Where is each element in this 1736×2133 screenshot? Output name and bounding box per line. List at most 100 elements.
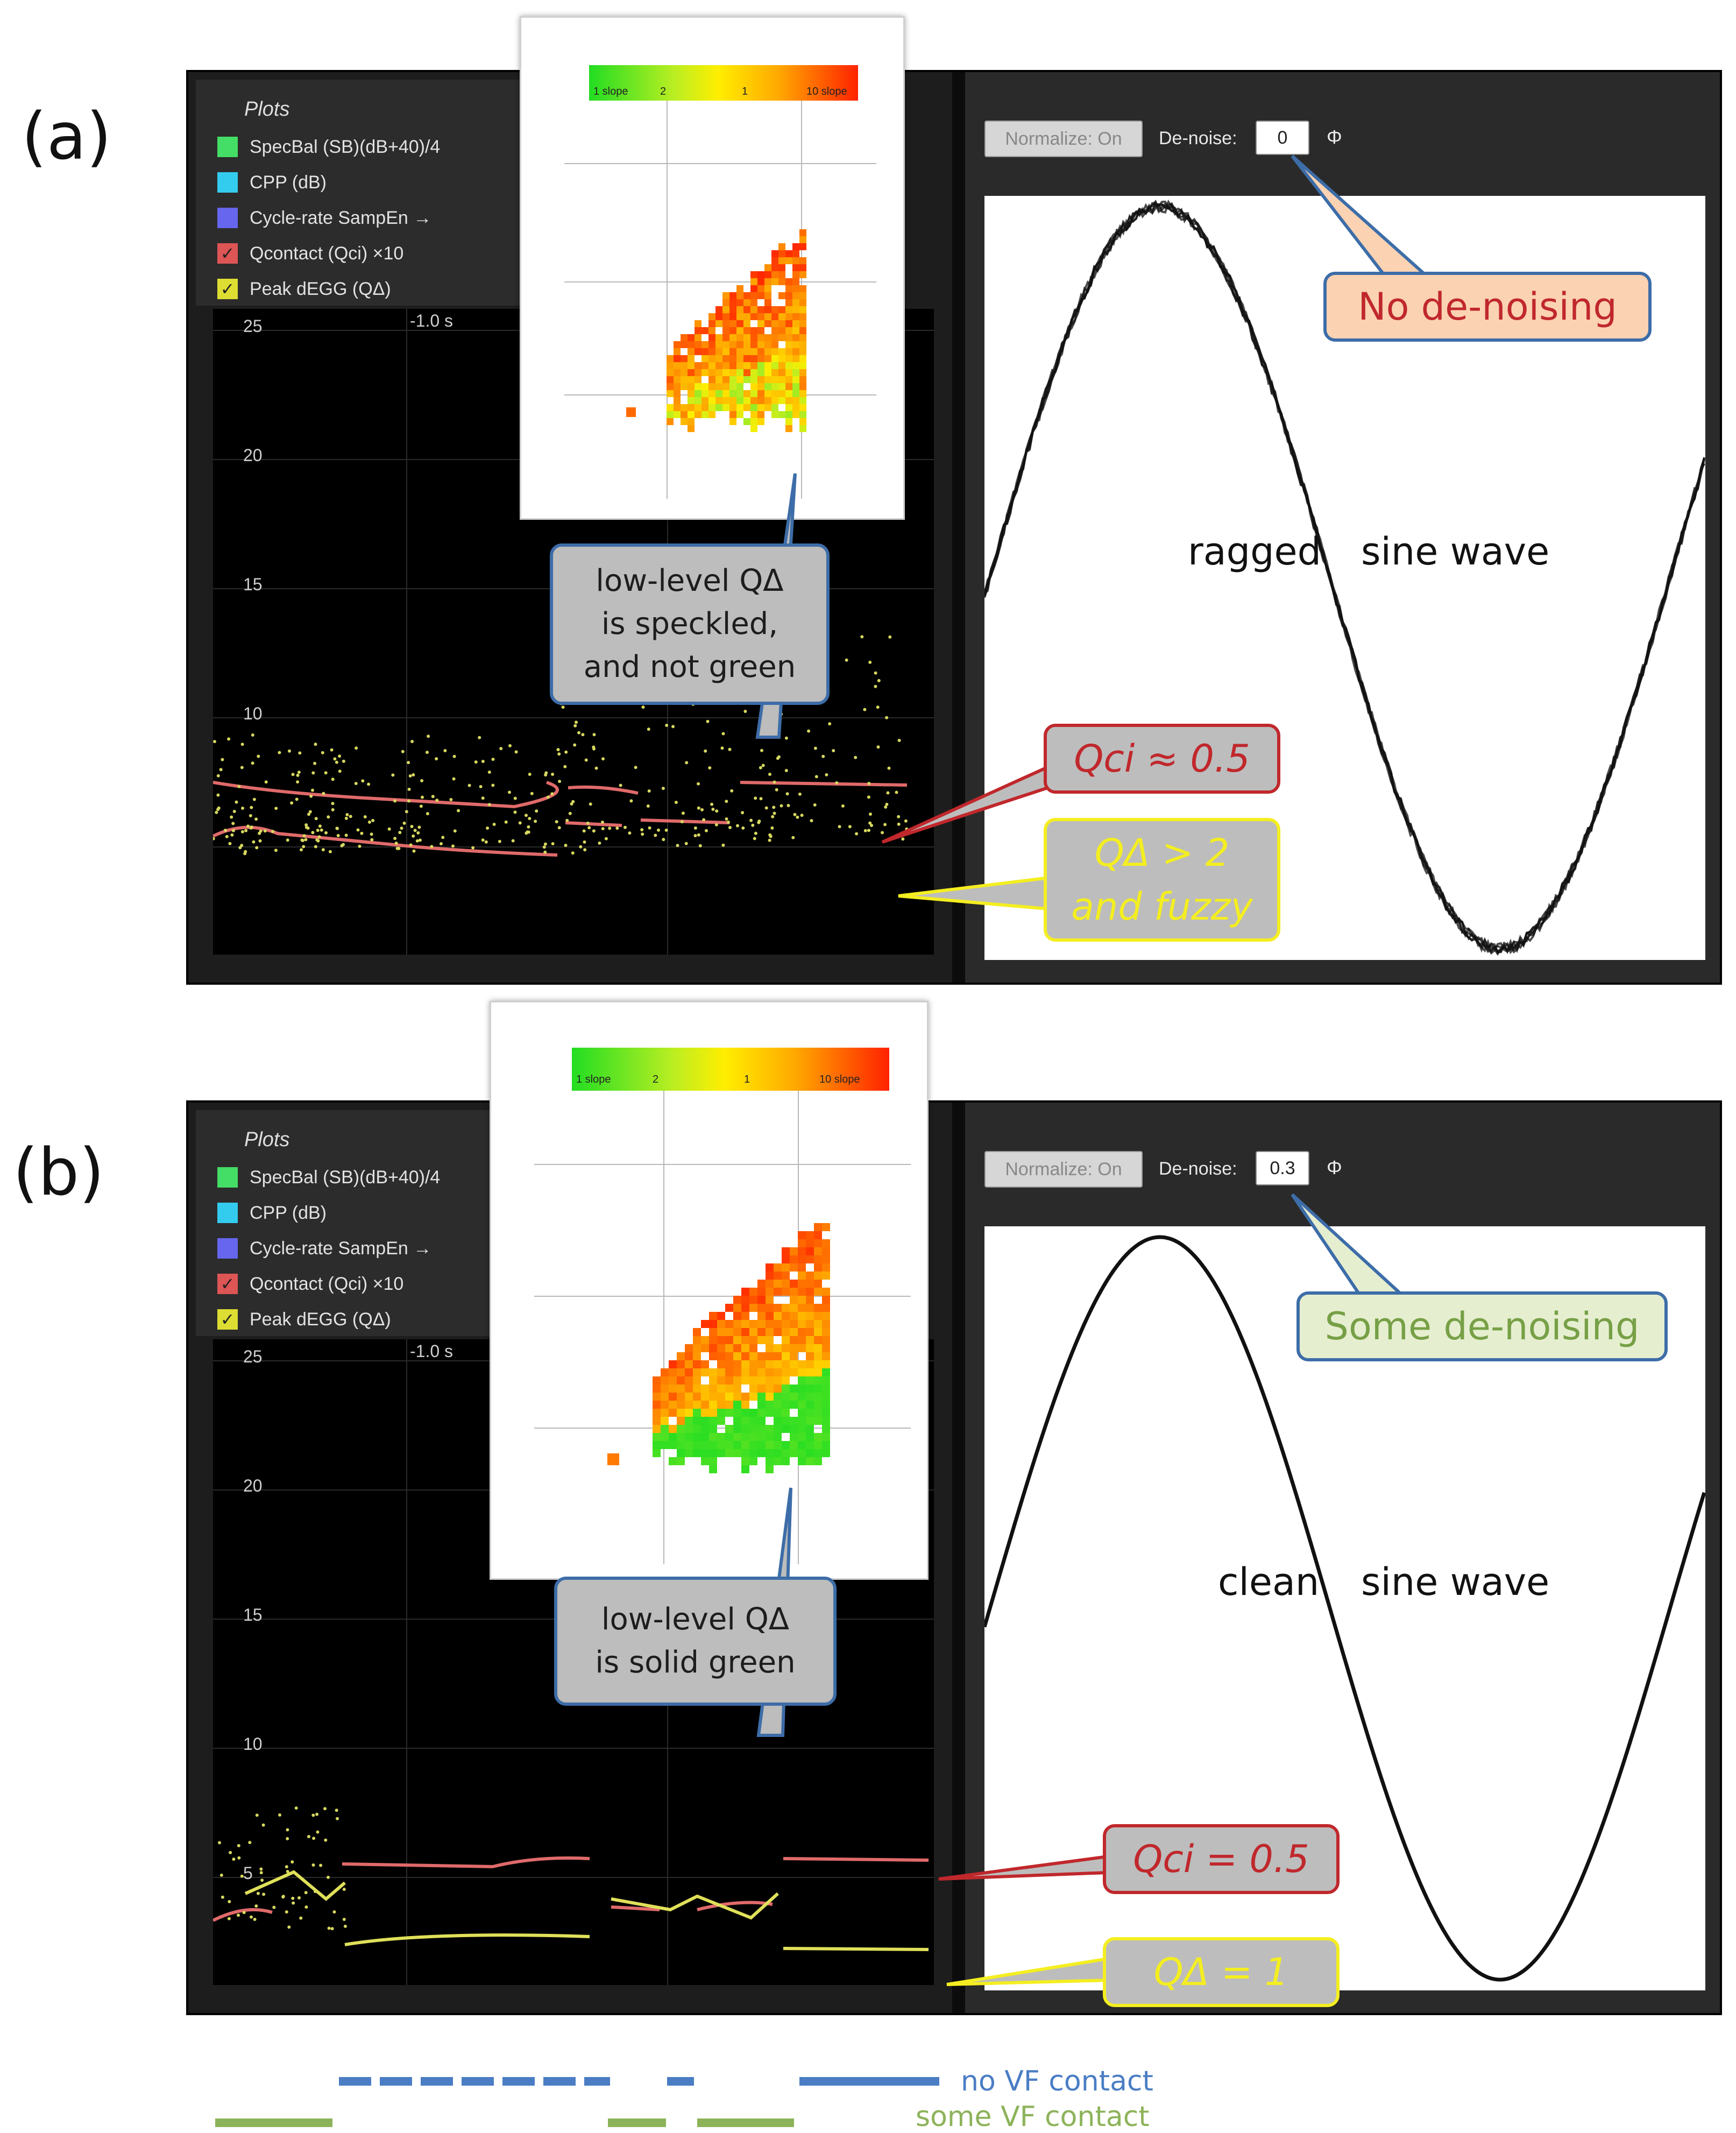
legend-item-specbal[interactable]: SpecBal (SB)(dB+40)/4 — [217, 1164, 440, 1191]
voice-map-cell — [798, 1296, 806, 1304]
legend-item-sampen[interactable]: Cycle-rate SampEn → — [217, 204, 431, 231]
voice-map-cell — [733, 1368, 741, 1376]
voice-map-cell — [685, 1344, 693, 1352]
normalize-button[interactable]: Normalize: On — [984, 1151, 1143, 1188]
denoise-input[interactable]: 0.3 — [1256, 1151, 1309, 1185]
qdelta-point — [213, 837, 215, 841]
voice-map-cell — [653, 1441, 661, 1449]
qdelta-point — [426, 812, 429, 816]
voice-map-cell — [701, 1368, 709, 1376]
legend-item-peak-degg[interactable]: ✓ Peak dEGG (QΔ) — [217, 1306, 391, 1333]
voice-map-cell — [667, 404, 674, 411]
qdelta-point — [314, 817, 318, 821]
qdelta-point — [240, 830, 244, 834]
legend-item-cpp[interactable]: CPP (dB) — [217, 1199, 327, 1226]
qdelta-point — [571, 800, 575, 803]
cpp-checkbox[interactable] — [217, 172, 238, 193]
voice-map-cell — [709, 1441, 717, 1449]
legend-item-specbal[interactable]: SpecBal (SB)(dB+40)/4 — [217, 133, 440, 160]
qdelta-point — [336, 834, 340, 837]
qdelta-point — [249, 814, 252, 817]
voice-map-cell — [806, 1288, 814, 1296]
qdelta-point — [324, 771, 328, 775]
legend-item-peak-degg[interactable]: ✓ Peak dEGG (QΔ) — [217, 276, 391, 302]
legend-label: Cycle-rate SampEn → — [250, 1238, 432, 1259]
voice-map-cell — [717, 1344, 725, 1352]
voice-map-cell — [778, 327, 785, 334]
voice-map-cell — [792, 271, 799, 278]
panel-divider[interactable] — [952, 1103, 965, 2013]
qdelta-point — [736, 824, 739, 828]
sampen-checkbox[interactable] — [217, 1238, 238, 1259]
voice-map-cell — [749, 1385, 757, 1393]
voice-map-cell — [799, 404, 806, 411]
voice-map-cell — [733, 1417, 741, 1425]
voice-map-cell — [814, 1312, 822, 1320]
legend-item-cpp[interactable]: CPP (dB) — [217, 169, 327, 196]
voice-map-cell — [733, 1336, 741, 1344]
voice-map-cell — [695, 362, 702, 369]
qdelta-point — [868, 821, 872, 825]
qcontact-checkbox[interactable]: ✓ — [217, 243, 238, 264]
voice-map-cell — [790, 1449, 798, 1457]
cpp-checkbox[interactable] — [217, 1203, 238, 1223]
voice-map-cell — [792, 362, 799, 369]
legend-item-qcontact[interactable]: ✓ Qcontact (Qci) ×10 — [217, 1270, 403, 1297]
panel-divider[interactable] — [952, 72, 965, 983]
normalize-button[interactable]: Normalize: On — [984, 121, 1143, 157]
qdelta-point — [641, 832, 644, 836]
peak-degg-checkbox[interactable]: ✓ — [217, 279, 238, 299]
sampen-checkbox[interactable] — [217, 208, 238, 228]
voice-map-cell — [688, 383, 695, 390]
qdelta-point — [728, 825, 732, 829]
voice-map-cell — [771, 383, 778, 390]
voice-map-cell — [709, 1433, 717, 1441]
specbal-checkbox[interactable] — [217, 137, 238, 157]
voice-map-cell — [766, 1320, 774, 1328]
voice-map-cell — [741, 1328, 749, 1336]
qdelta-point — [628, 831, 632, 835]
voice-map-cell — [766, 1336, 774, 1344]
voice-map-cell — [749, 1417, 757, 1425]
clean-sine-trace — [984, 1235, 1705, 1982]
qdelta-point — [395, 846, 399, 850]
voice-map-cell — [798, 1320, 806, 1328]
qdelta-point — [338, 769, 342, 773]
voice-map-cell — [661, 1425, 669, 1433]
voice-map-cell — [757, 1376, 766, 1385]
qdelta-point — [657, 828, 660, 832]
denoise-input[interactable]: 0 — [1256, 121, 1309, 155]
voice-map-cell — [778, 306, 785, 313]
voice-map-cell — [729, 390, 736, 397]
voice-map-cell — [669, 1360, 677, 1368]
voice-map-cell — [674, 411, 681, 418]
legend-item-qcontact[interactable]: ✓ Qcontact (Qci) ×10 — [217, 240, 403, 267]
voice-map-cell — [749, 1320, 757, 1328]
qdelta-point — [330, 748, 334, 752]
qcontact-checkbox[interactable]: ✓ — [217, 1274, 238, 1294]
peak-degg-checkbox[interactable]: ✓ — [217, 1309, 238, 1330]
voice-map-cell — [667, 376, 674, 383]
phase-icon[interactable]: Φ — [1327, 1156, 1342, 1178]
legend-item-sampen[interactable]: Cycle-rate SampEn → — [217, 1235, 431, 1262]
voice-map-cell — [701, 1449, 709, 1457]
voice-map-cell — [814, 1328, 822, 1336]
qdelta-point — [398, 831, 402, 835]
qdelta-point — [481, 760, 485, 763]
voice-map-cell — [725, 1368, 733, 1376]
voice-map-cell — [757, 320, 764, 327]
voice-map-cell — [693, 1425, 701, 1433]
qdelta-point — [311, 788, 314, 792]
voice-map-cell — [685, 1393, 693, 1401]
qci-trace — [342, 1856, 590, 1869]
phase-icon[interactable]: Φ — [1327, 126, 1342, 148]
qdelta-point — [219, 768, 223, 772]
voice-map-cell — [790, 1385, 798, 1393]
voice-map-cell — [792, 348, 799, 355]
qdelta-point — [240, 743, 244, 746]
voice-map-cell — [743, 355, 750, 362]
voice-map-cell — [750, 292, 757, 299]
qdelta-point — [543, 850, 547, 854]
specbal-checkbox[interactable] — [217, 1167, 238, 1188]
voice-map-cell — [722, 320, 729, 327]
